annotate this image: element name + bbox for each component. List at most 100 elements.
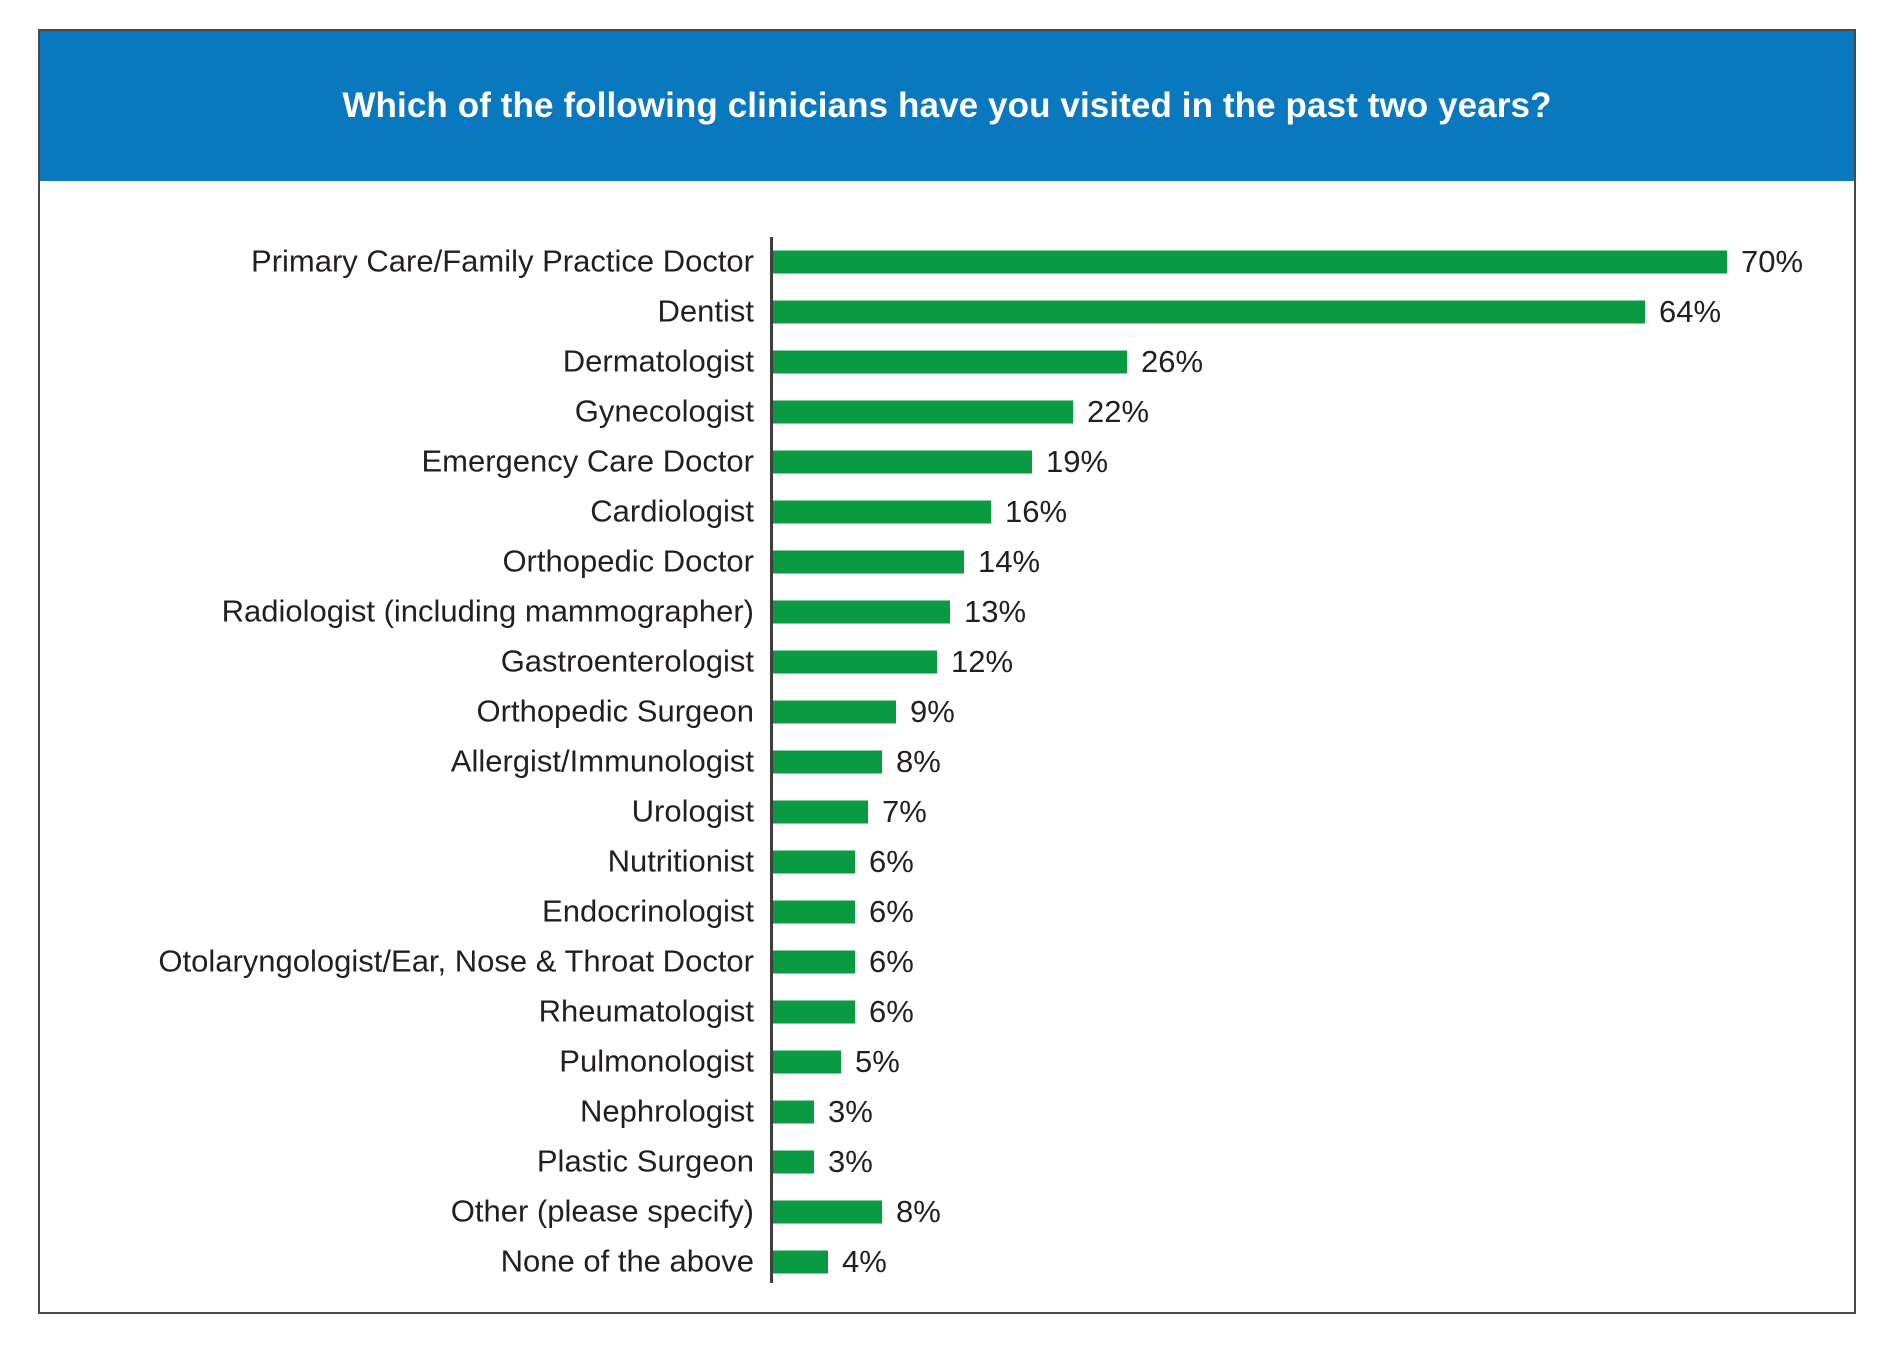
bar-value-label: 14% xyxy=(978,544,1041,579)
bar-track: 64% xyxy=(773,287,1854,337)
bar-category-label: Radiologist (including mammographer) xyxy=(221,593,754,629)
bar-row: Orthopedic Surgeon 9% xyxy=(40,687,1854,737)
bar-row: Nephrologist 3% xyxy=(40,1087,1854,1137)
bar-value-label: 4% xyxy=(842,1244,887,1279)
bar-value-label: 19% xyxy=(1046,444,1109,479)
bar-category-label: Urologist xyxy=(631,793,754,829)
bar-track: 13% xyxy=(773,587,1854,637)
bar-track: 6% xyxy=(773,987,1854,1037)
bar xyxy=(773,700,896,724)
bar-track: 9% xyxy=(773,687,1854,737)
bar-value-label: 6% xyxy=(869,844,914,879)
bar-track: 6% xyxy=(773,937,1854,987)
bar-row: Nutritionist 6% xyxy=(40,837,1854,887)
bar-track: 19% xyxy=(773,437,1854,487)
bar-value-label: 8% xyxy=(896,744,941,779)
bar-track: 22% xyxy=(773,387,1854,437)
bar-row: Dermatologist 26% xyxy=(40,337,1854,387)
bar-track: 3% xyxy=(773,1087,1854,1137)
bar xyxy=(773,450,1032,474)
bar xyxy=(773,1100,814,1124)
bar-row: Radiologist (including mammographer) 13% xyxy=(40,587,1854,637)
bar xyxy=(773,400,1073,424)
bar xyxy=(773,1250,828,1274)
bar-category-label: Endocrinologist xyxy=(542,893,754,929)
bar xyxy=(773,800,868,824)
plot-area: Primary Care/Family Practice Doctor 70% De… xyxy=(40,181,1854,1312)
bar-row: Rheumatologist 6% xyxy=(40,987,1854,1037)
bar-value-label: 22% xyxy=(1087,394,1150,429)
bar-value-label: 8% xyxy=(896,1194,941,1229)
bar-category-label: Otolaryngologist/Ear, Nose & Throat Doct… xyxy=(158,943,754,979)
bar-category-label: Gastroenterologist xyxy=(500,643,754,679)
bar-category-label: Nutritionist xyxy=(607,843,754,879)
chart-container: Which of the following clinicians have y… xyxy=(38,29,1856,1314)
bar-category-label: Dentist xyxy=(657,293,754,329)
bar-value-label: 9% xyxy=(910,694,955,729)
bar xyxy=(773,600,950,624)
bar-value-label: 70% xyxy=(1741,244,1804,279)
bar-row: Endocrinologist 6% xyxy=(40,887,1854,937)
bar xyxy=(773,850,855,874)
bar-track: 6% xyxy=(773,887,1854,937)
bar-value-label: 3% xyxy=(828,1094,873,1129)
bar xyxy=(773,950,855,974)
bar-value-label: 7% xyxy=(882,794,927,829)
bar xyxy=(773,550,964,574)
chart-title-bar: Which of the following clinicians have y… xyxy=(40,31,1854,181)
bar-category-label: Primary Care/Family Practice Doctor xyxy=(251,243,754,279)
bar-row: Plastic Surgeon 3% xyxy=(40,1137,1854,1187)
bar-category-label: Other (please specify) xyxy=(450,1193,754,1229)
bar-track: 5% xyxy=(773,1037,1854,1087)
bar xyxy=(773,1050,841,1074)
bar-row: Gynecologist 22% xyxy=(40,387,1854,437)
bar-row: Allergist/Immunologist 8% xyxy=(40,737,1854,787)
bar xyxy=(773,1150,814,1174)
bar-row: Cardiologist 16% xyxy=(40,487,1854,537)
bar xyxy=(773,750,882,774)
bar-category-label: None of the above xyxy=(500,1243,754,1279)
bar-category-label: Gynecologist xyxy=(574,393,754,429)
bar-row: Orthopedic Doctor 14% xyxy=(40,537,1854,587)
bar-category-label: Orthopedic Doctor xyxy=(502,543,754,579)
bar-row: Pulmonologist 5% xyxy=(40,1037,1854,1087)
bar-row: Primary Care/Family Practice Doctor 70% xyxy=(40,237,1854,287)
bar-row: None of the above 4% xyxy=(40,1237,1854,1287)
bar-track: 26% xyxy=(773,337,1854,387)
bar xyxy=(773,1000,855,1024)
bar-track: 70% xyxy=(773,237,1854,287)
bar-track: 3% xyxy=(773,1137,1854,1187)
page-title: Which of the following clinicians have y… xyxy=(342,86,1552,125)
bar-category-label: Allergist/Immunologist xyxy=(450,743,754,779)
bar-track: 14% xyxy=(773,537,1854,587)
y-axis-line xyxy=(770,237,773,1283)
bar-category-label: Orthopedic Surgeon xyxy=(476,693,754,729)
bar xyxy=(773,500,991,524)
bar-category-label: Rheumatologist xyxy=(538,993,754,1029)
bar-category-label: Cardiologist xyxy=(590,493,754,529)
bar-track: 8% xyxy=(773,737,1854,787)
bar-category-label: Plastic Surgeon xyxy=(536,1143,754,1179)
bar xyxy=(773,1200,882,1224)
bar-row: Otolaryngologist/Ear, Nose & Throat Doct… xyxy=(40,937,1854,987)
bar-category-label: Pulmonologist xyxy=(559,1043,754,1079)
bar xyxy=(773,250,1727,274)
bar-category-label: Dermatologist xyxy=(562,343,754,379)
bar-value-label: 6% xyxy=(869,994,914,1029)
bar-value-label: 16% xyxy=(1005,494,1068,529)
bar-value-label: 12% xyxy=(951,644,1014,679)
bar-value-label: 26% xyxy=(1141,344,1204,379)
bar xyxy=(773,350,1127,374)
bar-row: Gastroenterologist 12% xyxy=(40,637,1854,687)
bar-value-label: 64% xyxy=(1659,294,1722,329)
bar-category-label: Emergency Care Doctor xyxy=(421,443,754,479)
bar-track: 4% xyxy=(773,1237,1854,1287)
bar-value-label: 13% xyxy=(964,594,1027,629)
bar-value-label: 6% xyxy=(869,944,914,979)
bar xyxy=(773,650,937,674)
bar-category-label: Nephrologist xyxy=(579,1093,754,1129)
bar xyxy=(773,900,855,924)
bar-row: Emergency Care Doctor 19% xyxy=(40,437,1854,487)
bar-row: Urologist 7% xyxy=(40,787,1854,837)
bar-value-label: 5% xyxy=(855,1044,900,1079)
